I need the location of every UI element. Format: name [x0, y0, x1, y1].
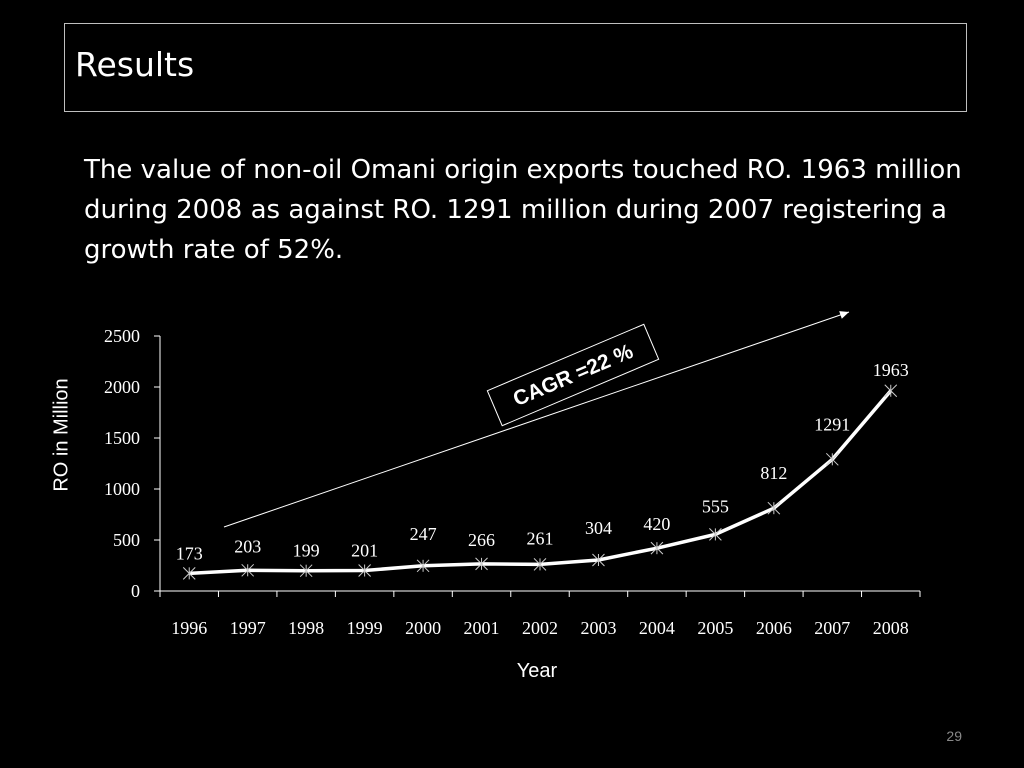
data-label: 261: [527, 528, 554, 548]
data-label: 812: [760, 463, 787, 483]
x-tick-label: 2007: [814, 618, 850, 638]
y-tick-label: 1000: [104, 479, 140, 499]
x-tick-labels: 1996 1997 1998 1999 2000 2001 2002 2003 2004 2005…: [171, 618, 909, 638]
title-box: Results: [64, 23, 967, 112]
slide-body-text: The value of non-oil Omani origin export…: [84, 155, 962, 265]
y-tick-label: 500: [113, 530, 140, 550]
data-label: 199: [293, 541, 320, 561]
y-tick-label: 2000: [104, 377, 140, 397]
x-tick-label: 2001: [464, 618, 500, 638]
series-markers: [182, 384, 898, 580]
data-label: 555: [702, 496, 729, 516]
data-label: 203: [234, 536, 261, 556]
data-label: 247: [410, 524, 437, 544]
x-tick-label: 2008: [873, 618, 909, 638]
data-label: 201: [351, 540, 378, 560]
x-tick-label: 2000: [405, 618, 441, 638]
data-label: 1963: [873, 360, 909, 380]
trend-arrow-line: [223, 311, 850, 528]
data-point-marker: [533, 558, 547, 571]
y-axis-label: RO in Million: [50, 378, 73, 492]
data-point-marker: [182, 567, 196, 580]
data-point-marker: [592, 553, 605, 567]
data-label: 173: [176, 543, 203, 563]
y-tick-label: 2500: [104, 326, 140, 346]
data-label: 304: [585, 518, 612, 538]
y-tick-label: 0: [131, 581, 140, 601]
x-tick-label: 1996: [171, 618, 207, 638]
x-tick-label: 1997: [230, 618, 266, 638]
y-tick-labels: 0 500 1000 1500 2000 2500: [104, 326, 140, 601]
cagr-box: [486, 323, 660, 427]
chart-axes: [154, 335, 921, 597]
x-tick-label: 2005: [697, 618, 733, 638]
data-point-marker: [709, 528, 722, 541]
data-point-marker: [416, 559, 430, 573]
data-labels: 173 203 199 201 247 266 261 304 420 555 812 1291 196…: [176, 360, 909, 564]
data-point-marker: [241, 563, 255, 577]
x-tick-label: 1999: [347, 618, 383, 638]
x-tick-label: 2002: [522, 618, 558, 638]
cagr-annotation: CAGR =22 %: [486, 323, 660, 427]
data-label: 420: [643, 514, 670, 534]
data-label: 266: [468, 530, 495, 550]
data-point-marker: [475, 557, 488, 571]
x-tick-label: 1998: [288, 618, 324, 638]
x-tick-label: 2004: [639, 618, 675, 638]
data-point-marker: [650, 541, 664, 555]
data-point-marker: [358, 564, 371, 577]
page-number: 29: [946, 728, 962, 744]
cagr-trend-arrow: [223, 311, 850, 528]
x-tick-label: 2003: [580, 618, 616, 638]
data-point-marker: [825, 452, 839, 466]
y-tick-label: 1500: [104, 428, 140, 448]
data-point-marker: [299, 564, 313, 578]
x-tick-label: 2006: [756, 618, 792, 638]
trend-arrow-head: [839, 311, 849, 319]
data-point-marker: [884, 384, 898, 398]
slide-title: Results: [75, 45, 195, 84]
x-axis-label: Year: [516, 660, 558, 682]
data-point-marker: [767, 501, 781, 515]
data-label: 1291: [814, 414, 850, 434]
